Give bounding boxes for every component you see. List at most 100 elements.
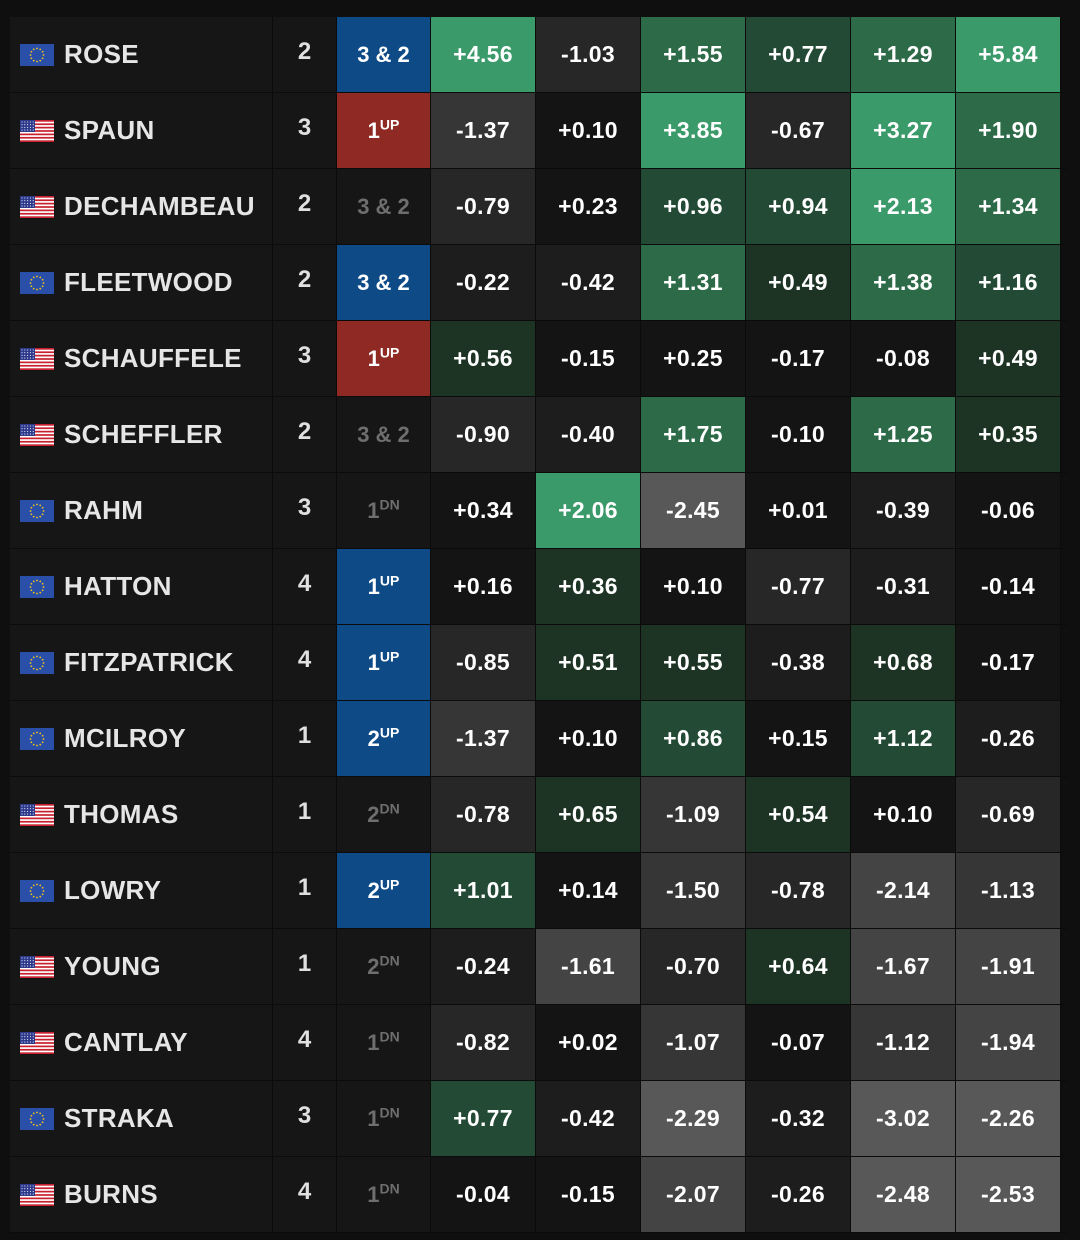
stat-cell: -1.67 bbox=[851, 929, 956, 1004]
stat-cell: +0.35 bbox=[956, 397, 1061, 472]
eu-flag-icon bbox=[20, 499, 64, 522]
stat-value: +0.86 bbox=[663, 725, 723, 751]
stat-value: +1.90 bbox=[978, 117, 1038, 143]
stat-value: +0.77 bbox=[768, 41, 828, 67]
round-number: 2 bbox=[297, 37, 312, 65]
stat-value: +0.77 bbox=[453, 1105, 513, 1131]
stat-cell: -0.26 bbox=[956, 701, 1061, 776]
match-status-badge: 3 & 2 bbox=[337, 397, 431, 472]
table-row[interactable]: SCHEFFLER 2 3 & 2 -0.90 -0.40 +1.75 -0.10 +1.25… bbox=[10, 397, 1068, 473]
round-number: 3 bbox=[297, 493, 312, 521]
stat-value: -1.13 bbox=[981, 877, 1035, 903]
status-main: 1 bbox=[367, 345, 380, 371]
stat-cell: -0.78 bbox=[746, 853, 851, 928]
stat-value: -0.15 bbox=[561, 1181, 615, 1207]
player-name: SCHEFFLER bbox=[64, 419, 223, 449]
us-flag-icon bbox=[20, 955, 64, 978]
table-row[interactable]: CANTLAY 4 1DN -0.82 +0.02 -1.07 -0.07 -1.12 -1.9… bbox=[10, 1005, 1068, 1081]
stat-cell: +1.16 bbox=[956, 245, 1061, 320]
stat-cell: +1.90 bbox=[956, 93, 1061, 168]
round-cell: 4 bbox=[273, 1157, 337, 1232]
status-main: 1 bbox=[367, 1029, 380, 1055]
stat-cell: +0.65 bbox=[536, 777, 641, 852]
stat-value: +0.54 bbox=[768, 801, 828, 827]
table-row[interactable]: THOMAS 1 2DN -0.78 +0.65 -1.09 +0.54 +0.10 -0.69 bbox=[10, 777, 1068, 853]
round-cell: 4 bbox=[273, 549, 337, 624]
match-status-badge: 3 & 2 bbox=[337, 169, 431, 244]
round-number: 3 bbox=[297, 113, 312, 141]
stat-cell: -0.24 bbox=[431, 929, 536, 1004]
table-row[interactable]: BURNS 4 1DN -0.04 -0.15 -2.07 -0.26 -2.48 -2.53 bbox=[10, 1157, 1068, 1233]
player-name: DECHAMBEAU bbox=[64, 191, 255, 221]
stat-cell: +0.10 bbox=[536, 701, 641, 776]
stat-cell: +0.64 bbox=[746, 929, 851, 1004]
table-row[interactable]: RAHM 3 1DN +0.34 +2.06 -2.45 +0.01 -0.39 -0.06 bbox=[10, 473, 1068, 549]
stat-value: -1.09 bbox=[666, 801, 720, 827]
stat-value: +5.84 bbox=[978, 41, 1038, 67]
table-row[interactable]: FLEETWOOD 2 3 & 2 -0.22 -0.42 +1.31 +0.49 +1.38… bbox=[10, 245, 1068, 321]
stat-value: -1.37 bbox=[456, 117, 510, 143]
status-main: 2 bbox=[367, 877, 380, 903]
status-suffix: UP bbox=[379, 572, 400, 589]
match-status-badge: 1DN bbox=[337, 1157, 431, 1232]
table-row[interactable]: SPAUN 3 1UP -1.37 +0.10 +3.85 -0.67 +3.27 +1.90 bbox=[10, 93, 1068, 169]
stat-value: -1.12 bbox=[876, 1029, 930, 1055]
table-row[interactable]: ROSE 2 3 & 2 +4.56 -1.03 +1.55 +0.77 +1.29 +5.84 bbox=[10, 17, 1068, 93]
stat-cell: +1.29 bbox=[851, 17, 956, 92]
stat-cell: -0.42 bbox=[536, 1081, 641, 1156]
round-cell: 2 bbox=[273, 17, 337, 92]
stat-value: +0.96 bbox=[663, 193, 723, 219]
stat-cell: +0.01 bbox=[746, 473, 851, 548]
stat-cell: +0.86 bbox=[641, 701, 746, 776]
table-row[interactable]: SCHAUFFELE 3 1UP +0.56 -0.15 +0.25 -0.17 -0.08 +… bbox=[10, 321, 1068, 397]
eu-flag-icon bbox=[20, 43, 64, 66]
round-cell: 3 bbox=[273, 1081, 337, 1156]
stat-cell: +0.77 bbox=[746, 17, 851, 92]
round-number: 1 bbox=[297, 797, 312, 825]
round-cell: 1 bbox=[273, 929, 337, 1004]
stat-value: -2.48 bbox=[876, 1181, 930, 1207]
stat-value: +2.06 bbox=[558, 497, 618, 523]
round-number: 3 bbox=[297, 1101, 312, 1129]
stat-cell: -2.53 bbox=[956, 1157, 1061, 1232]
stat-value: -0.22 bbox=[456, 269, 510, 295]
table-row[interactable]: STRAKA 3 1DN +0.77 -0.42 -2.29 -0.32 -3.02 -2.26 bbox=[10, 1081, 1068, 1157]
eu-flag-icon bbox=[20, 727, 64, 750]
stat-cell: +0.96 bbox=[641, 169, 746, 244]
round-cell: 4 bbox=[273, 1005, 337, 1080]
stat-cell: +0.16 bbox=[431, 549, 536, 624]
status-main: 1 bbox=[367, 573, 380, 599]
stat-cell: +2.13 bbox=[851, 169, 956, 244]
stat-cell: +0.68 bbox=[851, 625, 956, 700]
stat-value: +0.34 bbox=[453, 497, 513, 523]
match-status: 3 & 2 bbox=[357, 194, 410, 220]
stat-value: -0.78 bbox=[456, 801, 510, 827]
stat-value: -0.17 bbox=[771, 345, 825, 371]
round-cell: 1 bbox=[273, 701, 337, 776]
table-row[interactable]: DECHAMBEAU 2 3 & 2 -0.79 +0.23 +0.96 +0.94 +2.1… bbox=[10, 169, 1068, 245]
player-cell: STRAKA bbox=[10, 1081, 273, 1156]
table-row[interactable]: MCILROY 1 2UP -1.37 +0.10 +0.86 +0.15 +1.12 -0.2… bbox=[10, 701, 1068, 777]
status-main: 3 & 2 bbox=[357, 193, 410, 219]
stat-value: -0.90 bbox=[456, 421, 510, 447]
player-name: THOMAS bbox=[64, 799, 179, 829]
stat-value: +0.35 bbox=[978, 421, 1038, 447]
table-row[interactable]: YOUNG 1 2DN -0.24 -1.61 -0.70 +0.64 -1.67 -1.91 bbox=[10, 929, 1068, 1005]
stat-value: -0.10 bbox=[771, 421, 825, 447]
round-number: 3 bbox=[297, 341, 312, 369]
stat-cell: +0.23 bbox=[536, 169, 641, 244]
round-number: 2 bbox=[297, 265, 312, 293]
stat-cell: -1.07 bbox=[641, 1005, 746, 1080]
player-cell: FITZPATRICK bbox=[10, 625, 273, 700]
table-row[interactable]: FITZPATRICK 4 1UP -0.85 +0.51 +0.55 -0.38 +0.68… bbox=[10, 625, 1068, 701]
table-row[interactable]: HATTON 4 1UP +0.16 +0.36 +0.10 -0.77 -0.31 -0.14 bbox=[10, 549, 1068, 625]
stat-value: +0.51 bbox=[558, 649, 618, 675]
stat-cell: +0.34 bbox=[431, 473, 536, 548]
stat-cell: -2.29 bbox=[641, 1081, 746, 1156]
stat-cell: -0.08 bbox=[851, 321, 956, 396]
status-suffix: UP bbox=[379, 876, 400, 893]
table-row[interactable]: LOWRY 1 2UP +1.01 +0.14 -1.50 -0.78 -2.14 -1.13 bbox=[10, 853, 1068, 929]
stat-value: +0.02 bbox=[558, 1029, 618, 1055]
stat-cell: +0.15 bbox=[746, 701, 851, 776]
stat-cell: -0.40 bbox=[536, 397, 641, 472]
